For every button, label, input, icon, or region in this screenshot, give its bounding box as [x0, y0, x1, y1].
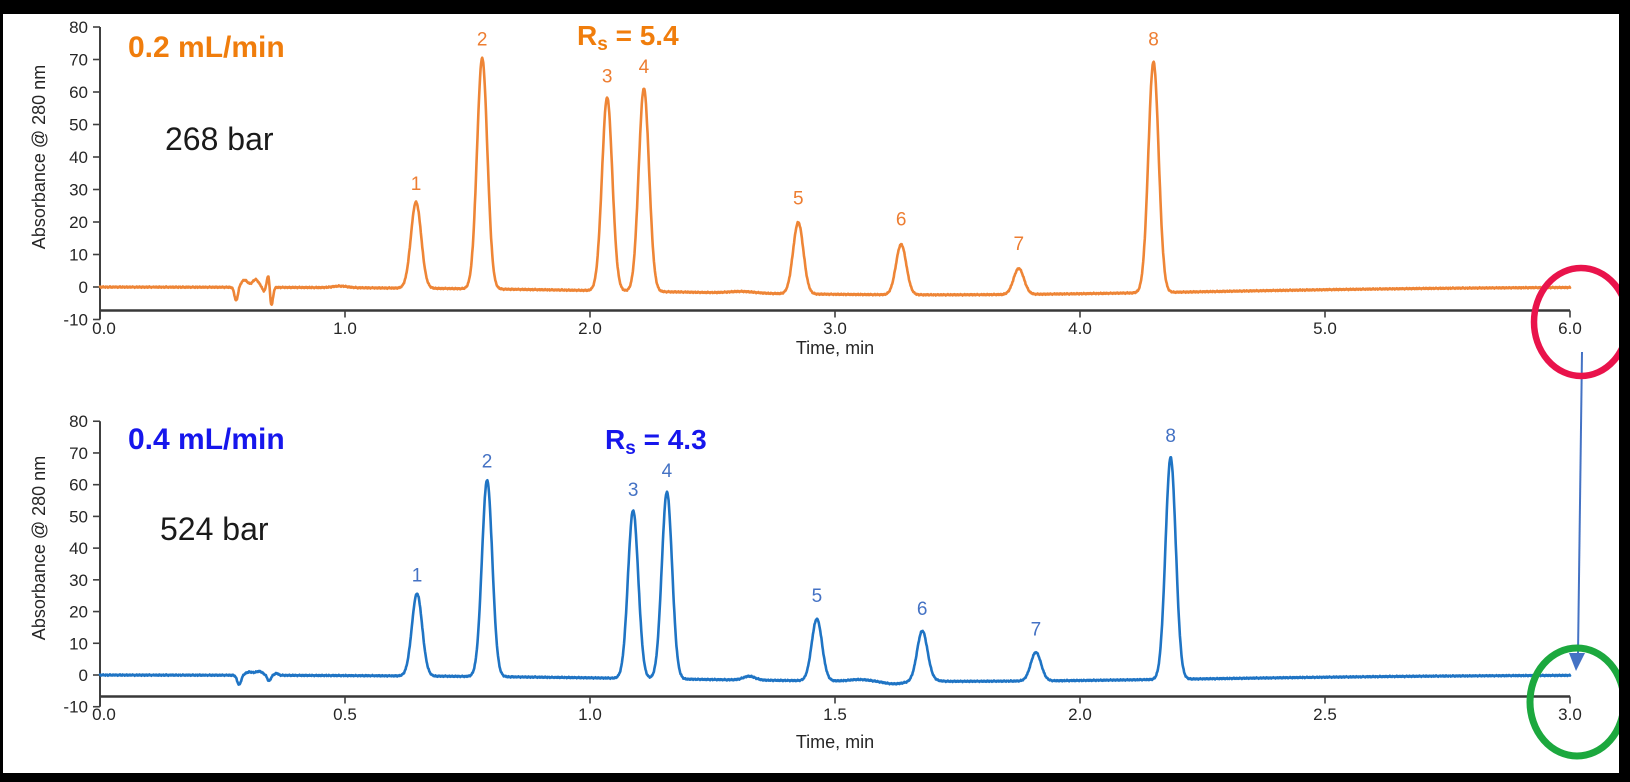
x-axis-title: Time, min [796, 732, 874, 752]
x-tick-label: 4.0 [1068, 319, 1092, 338]
x-tick-label: 0.0 [92, 319, 116, 338]
y-tick-label: 80 [69, 412, 88, 431]
y-axis-title: Absorbance @ 280 nm [29, 65, 49, 249]
resolution-value: = 5.4 [608, 20, 679, 51]
peak-label: 7 [1031, 619, 1042, 640]
y-tick-label: -10 [63, 311, 88, 330]
resolution-prefix: R [577, 20, 597, 51]
peak-label: 1 [412, 566, 423, 587]
x-tick-label: 2.0 [578, 319, 602, 338]
resolution-subscript: s [597, 34, 608, 55]
y-tick-label: 40 [69, 148, 88, 167]
y-tick-label: 50 [69, 116, 88, 135]
y-tick-label: 30 [69, 571, 88, 590]
peak-label: 5 [812, 586, 823, 607]
resolution-prefix: R [605, 424, 625, 455]
x-tick-label: 1.0 [578, 705, 602, 724]
peak-label: 2 [477, 29, 488, 50]
x-tick-label: 3.0 [1558, 705, 1582, 724]
resolution-label: Rs = 4.3 [605, 424, 707, 459]
y-tick-label: 30 [69, 181, 88, 200]
y-tick-label: 20 [69, 213, 88, 232]
peak-label: 7 [1013, 234, 1024, 255]
x-tick-label: 2.5 [1313, 705, 1337, 724]
x-tick-label: 3.0 [823, 319, 847, 338]
peak-label: 8 [1165, 426, 1176, 447]
flow-rate-label: 0.4 mL/min [128, 423, 285, 456]
y-tick-label: 70 [69, 444, 88, 463]
resolution-value: = 4.3 [636, 424, 707, 455]
x-tick-label: 0.5 [333, 705, 357, 724]
x-axis-title: Time, min [796, 338, 874, 358]
pressure-label: 268 bar [165, 121, 274, 157]
y-tick-label: 40 [69, 539, 88, 558]
chromatogram-trace [98, 56, 1572, 306]
run-time-circle-bottom [1526, 644, 1619, 760]
x-tick-label: 1.0 [333, 319, 357, 338]
peak-label: 4 [639, 57, 650, 78]
peak-label: 6 [917, 599, 928, 620]
peak-label: 3 [602, 67, 613, 88]
run-time-arrow-line [1577, 351, 1583, 655]
run-time-circle-top [1530, 264, 1619, 380]
y-tick-label: 70 [69, 51, 88, 70]
y-axis-title: Absorbance @ 280 nm [29, 456, 49, 640]
x-tick-label: 6.0 [1558, 319, 1582, 338]
pressure-label: 524 bar [160, 511, 269, 547]
peak-label: 2 [482, 451, 493, 472]
x-tick-label: 5.0 [1313, 319, 1337, 338]
run-time-arrow-head [1569, 653, 1585, 671]
resolution-label: Rs = 5.4 [577, 20, 679, 55]
chromatogram-trace [98, 456, 1572, 686]
y-tick-label: 50 [69, 507, 88, 526]
y-tick-label: 20 [69, 603, 88, 622]
y-tick-label: -10 [63, 698, 88, 717]
resolution-subscript: s [625, 438, 636, 459]
y-tick-label: 10 [69, 246, 88, 265]
annotations [1526, 264, 1619, 760]
y-tick-label: 0 [79, 278, 88, 297]
x-tick-label: 0.0 [92, 705, 116, 724]
x-tick-label: 1.5 [823, 705, 847, 724]
peak-label: 8 [1148, 29, 1159, 50]
peak-label: 6 [896, 210, 907, 231]
y-tick-label: 60 [69, 83, 88, 102]
x-tick-label: 2.0 [1068, 705, 1092, 724]
peak-label: 1 [411, 174, 422, 195]
peak-label: 5 [793, 189, 804, 210]
chromatogram-bottom: 80 70 60 50 40 30 20 10 0 -10 0.0 0.5 1.0 1.5 2.0 2.5 3.… [29, 412, 1582, 752]
flow-rate-label: 0.2 mL/min [128, 31, 285, 64]
y-tick-label: 0 [79, 666, 88, 685]
peak-label: 3 [628, 480, 639, 501]
chromatogram-top: 80 70 60 50 40 30 20 10 0 -10 0.0 1.0 2.0 3.0 4.0 5.0 6.… [29, 18, 1582, 358]
peak-label: 4 [662, 461, 673, 482]
y-tick-label: 80 [69, 18, 88, 37]
y-tick-label: 10 [69, 634, 88, 653]
y-tick-label: 60 [69, 476, 88, 495]
